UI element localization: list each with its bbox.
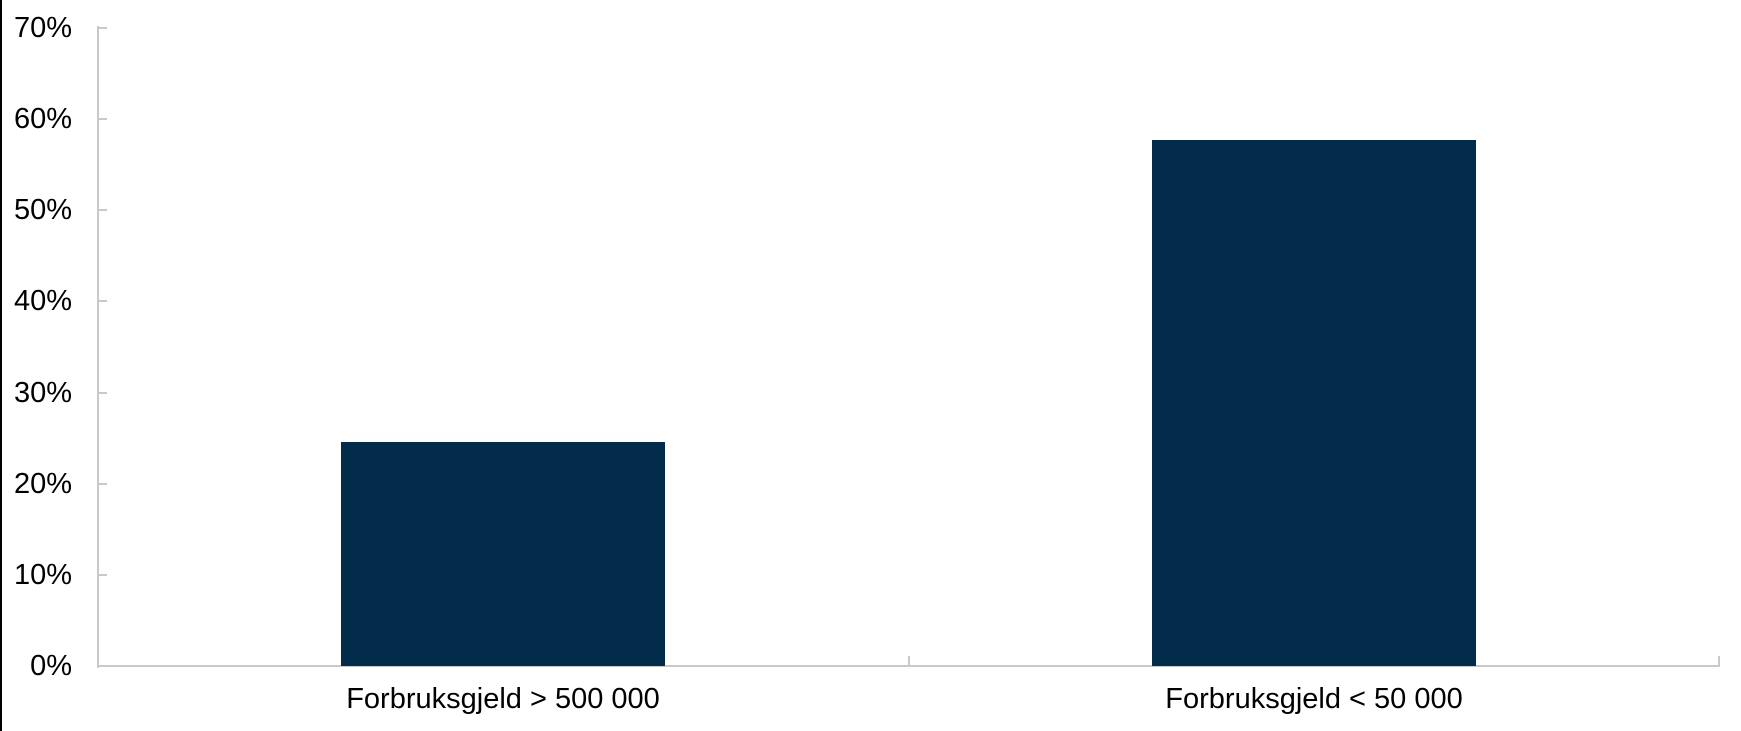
y-axis-tick-label: 30%: [13, 377, 72, 409]
y-axis-tick: [99, 483, 107, 485]
x-axis-tick: [1718, 656, 1720, 665]
y-axis-tick: [99, 574, 107, 576]
y-axis-tick: [99, 27, 107, 29]
y-axis-tick-label: 20%: [13, 468, 72, 500]
y-axis-tick: [99, 209, 107, 211]
y-axis-line: [97, 26, 99, 668]
y-axis-tick: [99, 392, 107, 394]
y-axis-tick-label: 40%: [13, 285, 72, 317]
y-axis-tick: [99, 118, 107, 120]
y-axis-tick-label: 0%: [30, 650, 72, 682]
y-axis-tick-label: 70%: [13, 12, 72, 44]
left-border-line: [0, 0, 2, 731]
x-axis-category-label: Forbruksgjeld > 500 000: [346, 683, 660, 715]
y-axis-tick: [99, 300, 107, 302]
bar-category-2: [1152, 140, 1476, 666]
y-axis-tick-label: 10%: [13, 559, 72, 591]
bar-category-1: [341, 442, 665, 666]
x-axis-line: [97, 665, 1720, 667]
y-axis-tick-label: 50%: [13, 194, 72, 226]
y-axis-tick-label: 60%: [13, 103, 72, 135]
x-axis-tick: [908, 656, 910, 665]
x-axis-category-label: Forbruksgjeld < 50 000: [1165, 683, 1463, 715]
